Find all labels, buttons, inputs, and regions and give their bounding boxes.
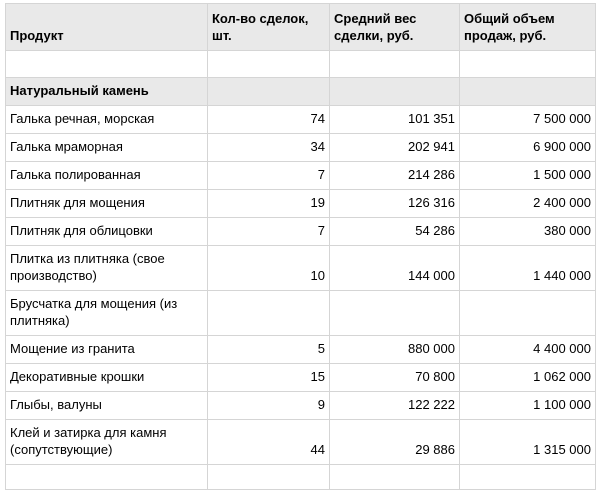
header-total-sales[interactable]: Общий объем продаж, руб. xyxy=(459,3,596,51)
avg-deal-cell[interactable] xyxy=(329,464,460,490)
total-sales-cell[interactable]: 1 500 000 xyxy=(459,161,596,190)
avg-deal-cell[interactable]: 202 941 xyxy=(329,133,460,162)
product-cell[interactable]: Плитка из плитняка (свое производство) xyxy=(5,245,208,291)
cut-row xyxy=(5,464,596,490)
avg-deal-cell[interactable]: 126 316 xyxy=(329,189,460,218)
deal-count-cell[interactable]: 7 xyxy=(207,217,330,246)
product-cell[interactable]: Глыбы, валуны xyxy=(5,391,208,420)
data-row: Глыбы, валуны 9 122 222 1 100 000 xyxy=(5,391,596,420)
table-body: Натуральный камень Галька речная, морская… xyxy=(5,50,596,490)
product-cell[interactable]: Галька речная, морская xyxy=(5,105,208,134)
product-cell[interactable]: Декоративные крошки xyxy=(5,363,208,392)
section-row: Натуральный камень xyxy=(5,77,596,106)
product-cell[interactable]: Натуральный камень xyxy=(5,77,208,106)
header-avg-deal[interactable]: Средний вес сделки, руб. xyxy=(329,3,460,51)
product-cell[interactable]: Клей и затирка для камня (сопутствующие) xyxy=(5,419,208,465)
data-row: Галька полированная 7 214 286 1 500 000 xyxy=(5,161,596,190)
data-row: Плитка из плитняка (свое производство) 10… xyxy=(5,245,596,291)
avg-deal-cell[interactable]: 880 000 xyxy=(329,335,460,364)
empty-row xyxy=(5,50,596,78)
total-sales-cell[interactable] xyxy=(459,50,596,78)
total-sales-cell[interactable]: 1 315 000 xyxy=(459,419,596,465)
total-sales-cell[interactable]: 4 400 000 xyxy=(459,335,596,364)
avg-deal-cell[interactable]: 122 222 xyxy=(329,391,460,420)
deal-count-cell[interactable]: 10 xyxy=(207,245,330,291)
product-cell[interactable]: Мощение из гранита xyxy=(5,335,208,364)
product-cell[interactable]: Брусчатка для мощения (из плитняка) xyxy=(5,290,208,336)
spreadsheet-region: Продукт Кол-во сделок, шт. Средний вес с… xyxy=(5,3,596,490)
deal-count-cell[interactable] xyxy=(207,464,330,490)
avg-deal-cell[interactable]: 144 000 xyxy=(329,245,460,291)
sales-table: Продукт Кол-во сделок, шт. Средний вес с… xyxy=(5,3,596,490)
total-sales-cell[interactable]: 380 000 xyxy=(459,217,596,246)
avg-deal-cell[interactable]: 29 886 xyxy=(329,419,460,465)
avg-deal-cell[interactable] xyxy=(329,290,460,336)
product-cell[interactable]: Плитняк для мощения xyxy=(5,189,208,218)
data-row: Брусчатка для мощения (из плитняка) xyxy=(5,290,596,336)
product-cell[interactable]: Галька полированная xyxy=(5,161,208,190)
total-sales-cell[interactable]: 1 440 000 xyxy=(459,245,596,291)
avg-deal-cell[interactable]: 101 351 xyxy=(329,105,460,134)
total-sales-cell[interactable]: 1 100 000 xyxy=(459,391,596,420)
avg-deal-cell[interactable]: 54 286 xyxy=(329,217,460,246)
data-row: Декоративные крошки 15 70 800 1 062 000 xyxy=(5,363,596,392)
product-cell[interactable] xyxy=(5,50,208,78)
total-sales-cell[interactable]: 1 062 000 xyxy=(459,363,596,392)
data-row: Плитняк для облицовки 7 54 286 380 000 xyxy=(5,217,596,246)
data-row: Мощение из гранита 5 880 000 4 400 000 xyxy=(5,335,596,364)
data-row: Галька мраморная 34 202 941 6 900 000 xyxy=(5,133,596,162)
header-row: Продукт Кол-во сделок, шт. Средний вес с… xyxy=(5,3,596,51)
total-sales-cell[interactable] xyxy=(459,77,596,106)
deal-count-cell[interactable]: 19 xyxy=(207,189,330,218)
product-cell[interactable]: Плитняк для облицовки xyxy=(5,217,208,246)
avg-deal-cell[interactable] xyxy=(329,77,460,106)
header-deal-count[interactable]: Кол-во сделок, шт. xyxy=(207,3,330,51)
header-product[interactable]: Продукт xyxy=(5,3,208,51)
table-header: Продукт Кол-во сделок, шт. Средний вес с… xyxy=(5,3,596,51)
data-row: Плитняк для мощения 19 126 316 2 400 000 xyxy=(5,189,596,218)
total-sales-cell[interactable] xyxy=(459,464,596,490)
data-row: Галька речная, морская 74 101 351 7 500 000 xyxy=(5,105,596,134)
avg-deal-cell[interactable]: 70 800 xyxy=(329,363,460,392)
deal-count-cell[interactable]: 5 xyxy=(207,335,330,364)
avg-deal-cell[interactable] xyxy=(329,50,460,78)
total-sales-cell[interactable]: 7 500 000 xyxy=(459,105,596,134)
data-row: Клей и затирка для камня (сопутствующие)… xyxy=(5,419,596,465)
deal-count-cell[interactable] xyxy=(207,290,330,336)
deal-count-cell[interactable]: 44 xyxy=(207,419,330,465)
deal-count-cell[interactable]: 74 xyxy=(207,105,330,134)
deal-count-cell[interactable] xyxy=(207,50,330,78)
deal-count-cell[interactable]: 15 xyxy=(207,363,330,392)
deal-count-cell[interactable]: 9 xyxy=(207,391,330,420)
deal-count-cell[interactable]: 34 xyxy=(207,133,330,162)
avg-deal-cell[interactable]: 214 286 xyxy=(329,161,460,190)
total-sales-cell[interactable]: 6 900 000 xyxy=(459,133,596,162)
deal-count-cell[interactable]: 7 xyxy=(207,161,330,190)
product-cell[interactable] xyxy=(5,464,208,490)
product-cell[interactable]: Галька мраморная xyxy=(5,133,208,162)
total-sales-cell[interactable]: 2 400 000 xyxy=(459,189,596,218)
total-sales-cell[interactable] xyxy=(459,290,596,336)
deal-count-cell[interactable] xyxy=(207,77,330,106)
